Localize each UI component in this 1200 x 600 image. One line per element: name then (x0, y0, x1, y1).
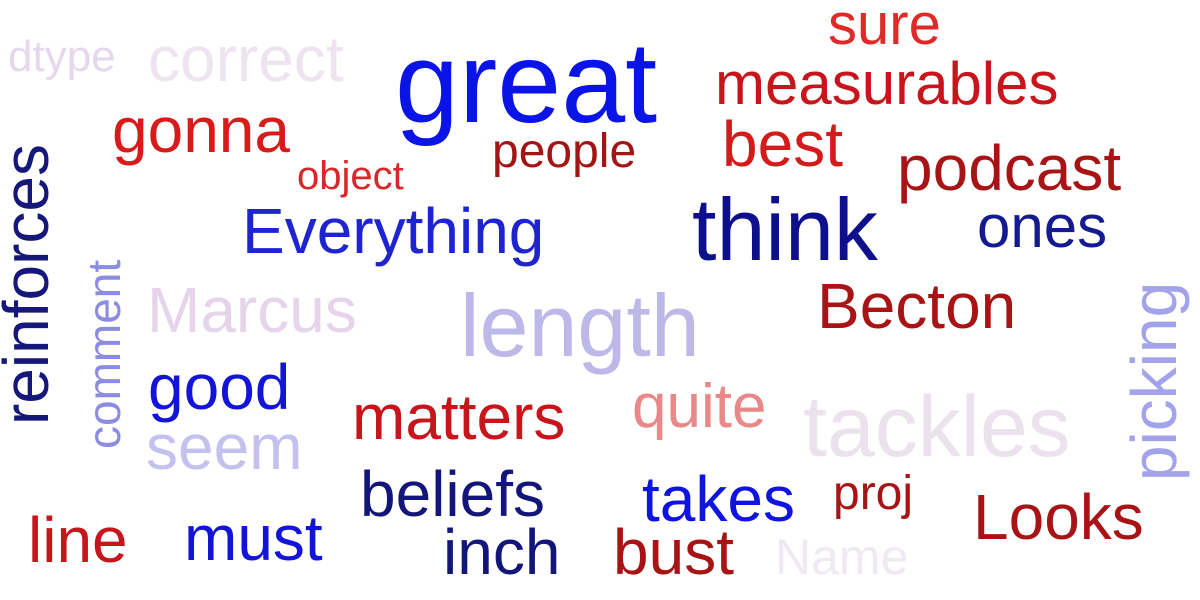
word-reinforces: reinforces (0, 144, 62, 425)
word-becton: Becton (817, 270, 1017, 342)
word-best: best (722, 108, 843, 180)
word-great: great (395, 19, 658, 147)
word-people: people (492, 125, 637, 178)
word-correct: correct (148, 23, 344, 95)
word-inch: inch (443, 516, 561, 588)
word-name: Name (775, 529, 909, 585)
word-line: line (28, 504, 128, 576)
word-comment: comment (78, 259, 130, 449)
word-everything: Everything (242, 195, 545, 267)
word-quite: quite (632, 372, 767, 441)
word-dtype: dtype (8, 32, 116, 81)
word-proj: proj (833, 467, 914, 520)
word-matters: matters (352, 381, 566, 453)
word-takes: takes (642, 463, 795, 535)
word-length: length (460, 276, 700, 375)
word-object: object (297, 154, 404, 198)
word-looks: Looks (973, 481, 1144, 553)
word-picking: picking (1118, 281, 1190, 481)
word-beliefs: beliefs (360, 458, 545, 530)
word-think: think (692, 180, 878, 279)
word-good: good (148, 351, 291, 423)
word-measurables: measurables (715, 50, 1059, 117)
word-ones: ones (977, 193, 1108, 260)
word-bust: bust (613, 516, 734, 588)
word-marcus: Marcus (147, 274, 357, 346)
word-podcast: podcast (897, 132, 1122, 204)
word-gonna: gonna (112, 94, 290, 166)
word-sure: sure (828, 0, 941, 57)
word-seem: seem (146, 411, 303, 483)
word-tackles: tackles (803, 379, 1071, 475)
word-must: must (184, 502, 323, 574)
